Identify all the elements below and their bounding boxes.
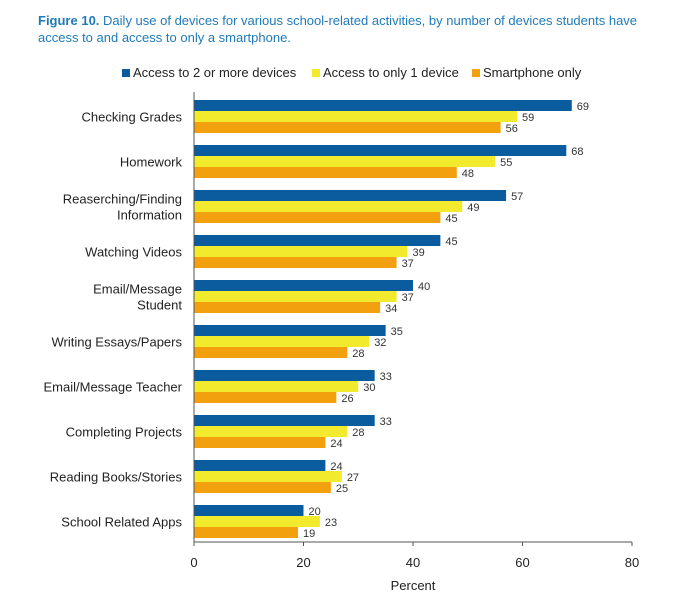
value-label-4-1: 45 <box>445 236 457 248</box>
category-label-8: Completing Projects <box>66 425 183 440</box>
legend-label-2: Access to only 1 device <box>323 65 459 80</box>
value-label-3-3: 45 <box>445 213 457 225</box>
category-label-4: Watching Videos <box>85 245 182 260</box>
bar-7-1 <box>194 370 375 381</box>
legend-swatch-2 <box>312 69 320 77</box>
category-label-5-line-1: Email/Message <box>93 282 182 297</box>
value-label-5-2: 37 <box>402 292 414 304</box>
bar-9-3 <box>194 482 331 493</box>
legend-swatch-1 <box>122 69 130 77</box>
category-label-1: Checking Grades <box>82 110 183 125</box>
bar-5-3 <box>194 302 381 313</box>
bar-9-2 <box>194 471 342 482</box>
bar-7-3 <box>194 392 337 403</box>
bar-2-1 <box>194 145 567 156</box>
value-label-1-3: 56 <box>506 123 518 135</box>
bar-10-3 <box>194 527 299 538</box>
value-label-6-3: 28 <box>352 348 364 360</box>
value-label-10-2: 23 <box>325 517 337 529</box>
bar-6-3 <box>194 347 348 358</box>
value-label-9-1: 24 <box>330 461 342 473</box>
value-label-2-3: 48 <box>462 168 474 180</box>
category-label-3-line-1: Reaserching/Finding <box>63 192 182 207</box>
value-label-8-2: 28 <box>352 427 364 439</box>
figure-title: Figure 10. Daily use of devices for vari… <box>38 12 678 46</box>
bar-6-1 <box>194 325 386 336</box>
bar-1-1 <box>194 100 572 111</box>
category-label-7: Email/Message Teacher <box>44 380 183 395</box>
category-label-9: Reading Books/Stories <box>50 470 183 485</box>
bar-3-3 <box>194 212 441 223</box>
value-label-8-1: 33 <box>380 416 392 428</box>
value-label-10-1: 20 <box>309 506 321 518</box>
category-label-10: School Related Apps <box>61 515 182 530</box>
legend-swatch-3 <box>472 69 480 77</box>
x-tick-label-3: 40 <box>406 555 420 570</box>
value-label-4-3: 37 <box>402 258 414 270</box>
bar-7-2 <box>194 381 359 392</box>
category-label-5-line-2: Student <box>137 298 182 313</box>
bar-1-3 <box>194 122 501 133</box>
value-label-1-1: 69 <box>577 101 589 113</box>
x-axis-title: Percent <box>391 578 436 593</box>
value-label-5-3: 34 <box>385 303 397 315</box>
value-label-6-2: 32 <box>374 337 386 349</box>
category-label-2: Homework <box>120 155 183 170</box>
category-label-6: Writing Essays/Papers <box>51 335 182 350</box>
value-label-7-2: 30 <box>363 382 375 394</box>
value-label-9-3: 25 <box>336 483 348 495</box>
x-tick-label-2: 20 <box>296 555 310 570</box>
figure-number: Figure 10. <box>38 13 100 28</box>
bar-8-1 <box>194 415 375 426</box>
x-tick-label-1: 0 <box>190 555 197 570</box>
bar-3-1 <box>194 190 507 201</box>
category-label-3-line-2: Information <box>117 208 182 223</box>
legend-label-1: Access to 2 or more devices <box>133 65 297 80</box>
bar-4-1 <box>194 235 441 246</box>
bar-3-2 <box>194 201 463 212</box>
bar-2-3 <box>194 167 457 178</box>
value-label-2-1: 68 <box>571 146 583 158</box>
bar-5-2 <box>194 291 397 302</box>
bar-4-3 <box>194 257 397 268</box>
bar-4-2 <box>194 246 408 257</box>
bar-1-2 <box>194 111 518 122</box>
x-tick-label-5: 80 <box>625 555 639 570</box>
legend-label-3: Smartphone only <box>483 65 582 80</box>
value-label-8-3: 24 <box>330 438 342 450</box>
value-label-3-2: 49 <box>467 202 479 214</box>
bar-10-2 <box>194 516 320 527</box>
value-label-2-2: 55 <box>500 157 512 169</box>
value-label-3-1: 57 <box>511 191 523 203</box>
value-label-5-1: 40 <box>418 281 430 293</box>
bar-10-1 <box>194 505 304 516</box>
bar-8-3 <box>194 437 326 448</box>
value-label-9-2: 27 <box>347 472 359 484</box>
value-label-6-1: 35 <box>391 326 403 338</box>
figure-caption: Daily use of devices for various school-… <box>38 13 638 45</box>
x-tick-label-4: 60 <box>515 555 529 570</box>
bar-9-1 <box>194 460 326 471</box>
bar-2-2 <box>194 156 496 167</box>
bar-5-1 <box>194 280 413 291</box>
bar-6-2 <box>194 336 370 347</box>
value-label-4-2: 39 <box>413 247 425 259</box>
value-label-7-1: 33 <box>380 371 392 383</box>
bar-8-2 <box>194 426 348 437</box>
value-label-1-2: 59 <box>522 112 534 124</box>
value-label-10-3: 19 <box>303 528 315 540</box>
value-label-7-3: 26 <box>341 393 353 405</box>
